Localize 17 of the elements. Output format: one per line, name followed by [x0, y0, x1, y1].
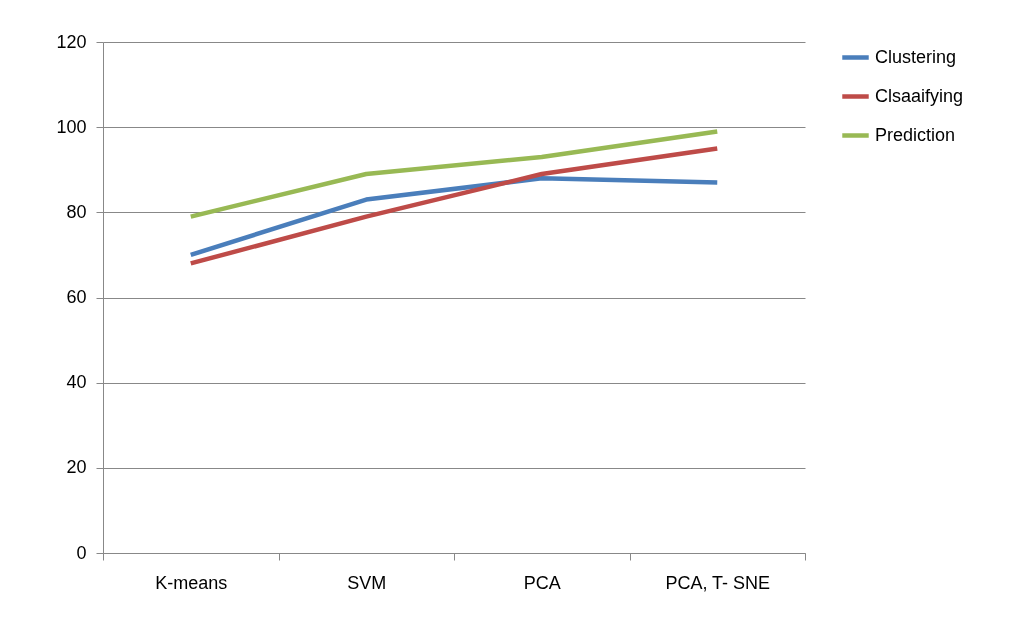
x-tick-label: SVM	[347, 572, 387, 593]
y-tick-label: 20	[66, 457, 87, 478]
legend-label: Clustering	[875, 46, 957, 67]
line-series	[188, 146, 720, 266]
y-tick-label: 60	[66, 287, 87, 307]
legend-label: Prediction	[875, 124, 956, 145]
y-tick-label: 120	[56, 31, 87, 52]
x-tick-label: PCA	[523, 572, 561, 593]
y-tick-label: 0	[76, 542, 87, 563]
line-series	[188, 129, 720, 219]
y-tick-label: 40	[66, 372, 87, 393]
y-tick-label: 80	[66, 201, 87, 222]
y-tick-label: 100	[56, 116, 87, 137]
x-tick-label: K-means	[155, 572, 228, 593]
line-series	[188, 176, 720, 258]
legend-label: Clsaaifying	[875, 85, 964, 106]
x-tick-label: PCA, T- SNE	[665, 572, 771, 593]
